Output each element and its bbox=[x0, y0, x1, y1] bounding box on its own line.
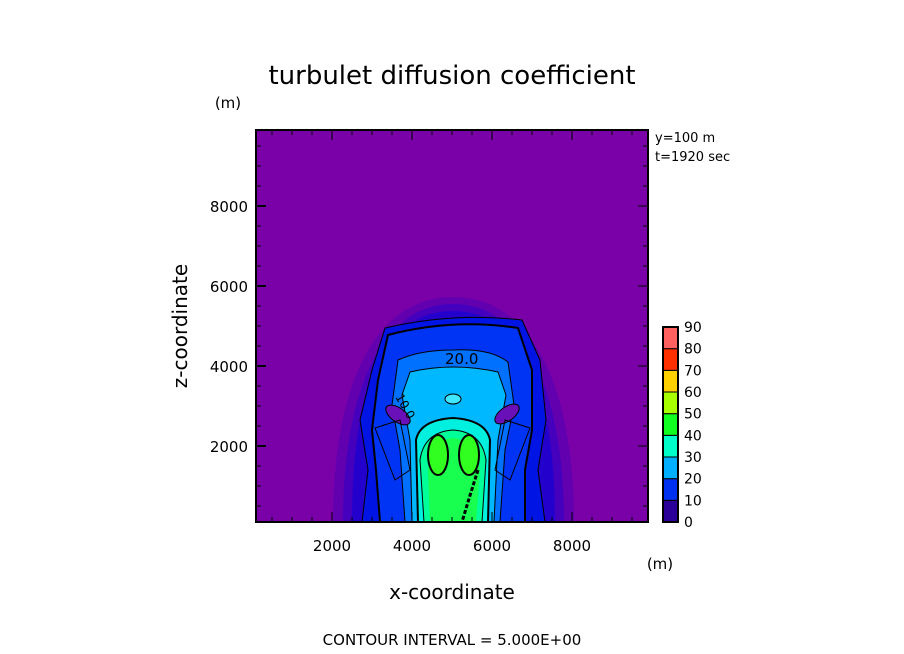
y-tick-label: 6000 bbox=[210, 278, 248, 296]
x-tick-label: 8000 bbox=[553, 537, 591, 555]
colorbar-tick-label: 0 bbox=[684, 515, 693, 531]
colorbar-tick-label: 10 bbox=[684, 493, 702, 509]
colorbar-segment bbox=[662, 326, 679, 350]
colorbar-tick-label: 50 bbox=[684, 407, 702, 423]
core-left bbox=[427, 434, 449, 476]
colorbar-tick-label: 90 bbox=[684, 320, 702, 336]
y-unit-label: (m) bbox=[215, 94, 241, 112]
cyan-cap bbox=[444, 393, 462, 405]
contour-label-20: 20.0 bbox=[445, 350, 478, 368]
colorbar-segment bbox=[662, 434, 679, 458]
colorbar: 0 10 20 30 40 50 60 70 80 90 bbox=[662, 320, 702, 531]
colorbar-segment bbox=[662, 456, 679, 480]
x-tick-label: 6000 bbox=[473, 537, 511, 555]
y-tick-label: 2000 bbox=[210, 438, 248, 456]
contour-interval-footer: CONTOUR INTERVAL = 5.000E+00 bbox=[323, 631, 582, 649]
chart-title: turbulet diffusion coefficient bbox=[268, 61, 635, 91]
colorbar-tick-label: 30 bbox=[684, 450, 702, 466]
x-axis-label: x-coordinate bbox=[389, 580, 515, 604]
contour-line-left-arm bbox=[374, 419, 411, 481]
x-tick-label: 4000 bbox=[393, 537, 431, 555]
y-axis-label: z-coordinate bbox=[168, 264, 192, 388]
y-tick-label: 8000 bbox=[210, 198, 248, 216]
colorbar-segment bbox=[662, 413, 679, 436]
colorbar-segment bbox=[662, 499, 679, 523]
annotation-y: y=100 m bbox=[655, 131, 715, 146]
colorbar-segment bbox=[662, 391, 679, 415]
low-patch-right bbox=[494, 403, 520, 425]
x-tick-label: 2000 bbox=[313, 537, 351, 555]
axis-ticks: 2000 4000 6000 8000 2000 4000 6000 8000 bbox=[210, 130, 648, 555]
contour-line-chain bbox=[460, 469, 480, 522]
x-unit-label: (m) bbox=[647, 555, 673, 573]
colorbar-tick-label: 20 bbox=[684, 472, 702, 488]
colorbar-tick-label: 40 bbox=[684, 428, 702, 444]
plot-area: 20.0 10.0 bbox=[255, 129, 649, 523]
low-patch-left bbox=[385, 404, 411, 426]
colorbar-frame bbox=[662, 326, 679, 523]
colorbar-segment bbox=[662, 478, 679, 501]
colorbar-segment bbox=[662, 348, 679, 371]
colorbar-tick-label: 70 bbox=[684, 363, 702, 379]
colorbar-tick-label: 80 bbox=[684, 342, 702, 358]
annotation-t: t=1920 sec bbox=[655, 150, 730, 165]
core-right bbox=[458, 434, 480, 476]
y-tick-label: 4000 bbox=[210, 358, 248, 376]
colorbar-segment bbox=[662, 369, 679, 393]
contour-line-right-arm bbox=[494, 419, 531, 481]
colorbar-tick-label: 60 bbox=[684, 385, 702, 401]
